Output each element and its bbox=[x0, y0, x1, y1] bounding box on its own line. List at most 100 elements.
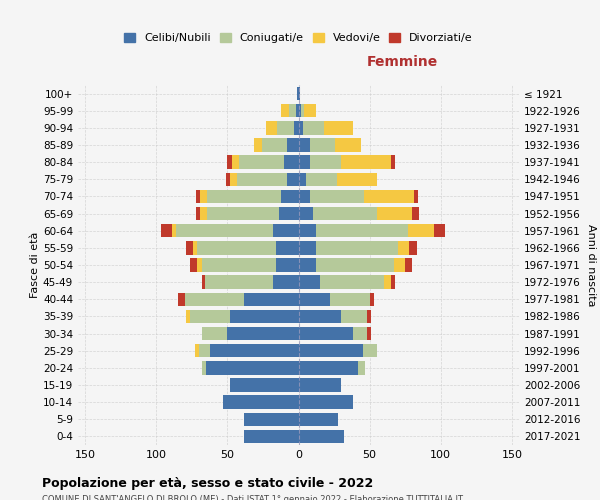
Bar bbox=[335, 138, 361, 151]
Bar bbox=[324, 121, 353, 134]
Bar bbox=[211, 344, 299, 358]
Bar bbox=[223, 396, 299, 409]
Bar bbox=[230, 310, 299, 323]
Bar bbox=[281, 104, 289, 118]
Bar bbox=[299, 241, 316, 254]
Bar bbox=[299, 396, 353, 409]
Bar bbox=[294, 121, 299, 134]
Legend: Celibi/Nubili, Coniugati/e, Vedovi/e, Divorziati/e: Celibi/Nubili, Coniugati/e, Vedovi/e, Di… bbox=[121, 30, 476, 46]
Bar bbox=[202, 327, 227, 340]
Bar bbox=[341, 156, 391, 169]
Y-axis label: Fasce di età: Fasce di età bbox=[30, 232, 40, 298]
Bar bbox=[202, 258, 276, 272]
Bar bbox=[238, 172, 287, 186]
Bar bbox=[299, 190, 310, 203]
Bar bbox=[299, 412, 338, 426]
Bar bbox=[299, 172, 305, 186]
Bar bbox=[341, 310, 367, 323]
Bar bbox=[244, 430, 299, 443]
Bar bbox=[353, 327, 367, 340]
Bar bbox=[310, 156, 341, 169]
Bar bbox=[299, 327, 353, 340]
Bar bbox=[370, 292, 374, 306]
Bar bbox=[230, 378, 299, 392]
Bar bbox=[196, 207, 200, 220]
Bar bbox=[299, 276, 320, 289]
Bar bbox=[297, 87, 299, 101]
Bar bbox=[193, 241, 197, 254]
Bar bbox=[194, 344, 199, 358]
Bar bbox=[398, 241, 409, 254]
Bar bbox=[299, 121, 303, 134]
Bar bbox=[330, 292, 370, 306]
Text: Popolazione per età, sesso e stato civile - 2022: Popolazione per età, sesso e stato civil… bbox=[42, 478, 373, 490]
Bar bbox=[287, 138, 299, 151]
Bar bbox=[227, 327, 299, 340]
Bar bbox=[281, 190, 299, 203]
Bar bbox=[394, 258, 405, 272]
Bar bbox=[277, 121, 294, 134]
Bar bbox=[289, 104, 296, 118]
Bar bbox=[296, 104, 299, 118]
Bar bbox=[320, 276, 384, 289]
Bar bbox=[273, 276, 299, 289]
Bar bbox=[391, 276, 395, 289]
Bar bbox=[202, 361, 206, 374]
Bar bbox=[299, 378, 341, 392]
Bar bbox=[202, 276, 205, 289]
Bar bbox=[299, 207, 313, 220]
Bar bbox=[254, 138, 262, 151]
Bar bbox=[230, 172, 238, 186]
Bar bbox=[299, 292, 330, 306]
Bar bbox=[377, 207, 412, 220]
Bar bbox=[316, 258, 394, 272]
Bar bbox=[208, 190, 281, 203]
Bar bbox=[405, 258, 412, 272]
Bar bbox=[299, 138, 310, 151]
Bar bbox=[299, 430, 344, 443]
Text: COMUNE DI SANT'ANGELO DI BROLO (ME) - Dati ISTAT 1° gennaio 2022 - Elaborazione : COMUNE DI SANT'ANGELO DI BROLO (ME) - Da… bbox=[42, 495, 463, 500]
Bar bbox=[301, 104, 304, 118]
Bar bbox=[412, 207, 419, 220]
Bar bbox=[337, 172, 377, 186]
Bar bbox=[273, 224, 299, 237]
Bar bbox=[278, 207, 299, 220]
Bar bbox=[299, 310, 341, 323]
Bar bbox=[316, 241, 398, 254]
Y-axis label: Anni di nascita: Anni di nascita bbox=[586, 224, 596, 306]
Bar bbox=[310, 190, 364, 203]
Bar bbox=[178, 292, 185, 306]
Bar bbox=[185, 292, 244, 306]
Bar bbox=[284, 156, 299, 169]
Text: Femmine: Femmine bbox=[367, 55, 438, 69]
Bar bbox=[227, 156, 232, 169]
Bar bbox=[316, 224, 408, 237]
Bar bbox=[176, 224, 273, 237]
Bar bbox=[299, 156, 310, 169]
Bar bbox=[313, 207, 377, 220]
Bar bbox=[276, 258, 299, 272]
Bar bbox=[205, 276, 273, 289]
Bar bbox=[299, 87, 300, 101]
Bar bbox=[232, 156, 239, 169]
Bar bbox=[414, 190, 418, 203]
Bar bbox=[434, 224, 445, 237]
Bar bbox=[200, 207, 208, 220]
Bar bbox=[186, 310, 190, 323]
Bar bbox=[190, 310, 230, 323]
Bar bbox=[299, 224, 316, 237]
Bar bbox=[391, 156, 395, 169]
Bar bbox=[244, 412, 299, 426]
Bar bbox=[304, 104, 316, 118]
Bar bbox=[239, 156, 284, 169]
Bar bbox=[409, 241, 416, 254]
Bar bbox=[287, 172, 299, 186]
Bar bbox=[299, 104, 301, 118]
Bar bbox=[199, 344, 211, 358]
Bar bbox=[310, 138, 335, 151]
Bar bbox=[299, 344, 362, 358]
Bar bbox=[358, 361, 365, 374]
Bar bbox=[266, 121, 277, 134]
Bar bbox=[367, 310, 371, 323]
Bar bbox=[305, 172, 337, 186]
